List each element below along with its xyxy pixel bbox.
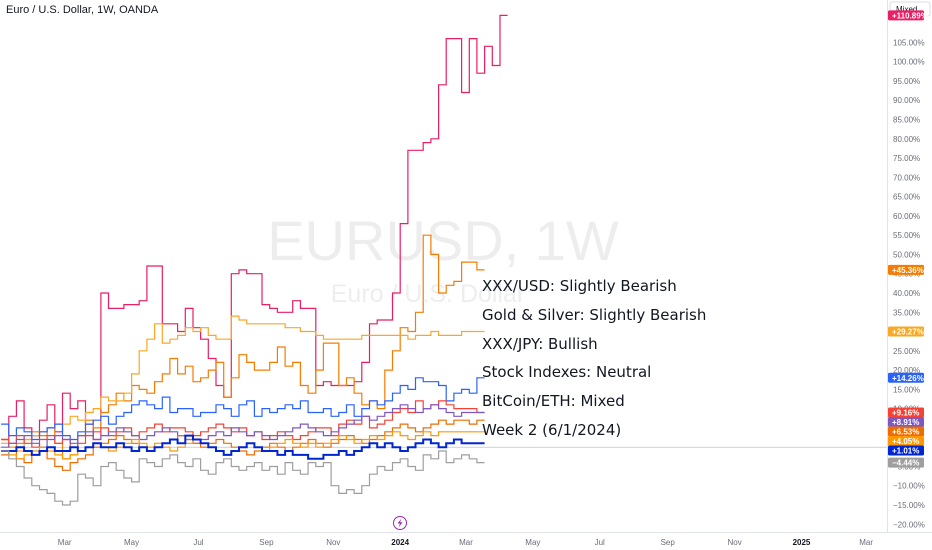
note-bitcoin-eth: BitCoin/ETH: Mixed (482, 392, 625, 410)
last-value-badge: +14.26% (888, 372, 924, 383)
watermark-description: Euro / U.S. Dollar (331, 280, 526, 308)
notes-overlay: XXX/USD: Slightly Bearish Gold & Silver:… (482, 277, 706, 439)
time-axis-tick: Sep (661, 538, 676, 547)
series-line-4 (1, 400, 485, 448)
price-axis-tick: 80.00% (893, 135, 920, 144)
price-axis-tick: 70.00% (893, 173, 920, 182)
last-value-label: +9.16% (892, 408, 919, 417)
price-axis-tick: 35.00% (893, 308, 920, 317)
price-axis-tick: 60.00% (893, 212, 920, 221)
last-value-label: +110.89% (892, 11, 928, 20)
last-value-label: +14.26% (892, 374, 924, 383)
price-axis-tick: 105.00% (893, 38, 925, 47)
note-xxx-jpy: XXX/JPY: Bullish (482, 335, 598, 353)
last-value-badge: −4.44% (888, 457, 924, 468)
last-value-label: +1.01% (892, 446, 919, 455)
time-axis-tick: Nov (727, 538, 741, 547)
series-line-3 (1, 377, 485, 441)
series-line-0 (1, 14, 508, 441)
time-axis-tick: Jul (193, 538, 203, 547)
price-axis-tick: 95.00% (893, 77, 920, 86)
scale-mode-label: Mixed (896, 5, 917, 14)
price-axis-tick: 75.00% (893, 154, 920, 163)
time-axis-tick: Sep (259, 538, 274, 547)
price-axis-tick: 15.00% (893, 385, 920, 394)
time-axis-tick: Mar (859, 538, 873, 547)
price-axis-tick: 65.00% (893, 193, 920, 202)
time-axis-tick: 2024 (391, 538, 409, 547)
price-axis-tick: −15.00% (893, 501, 925, 510)
price-axis-tick: 90.00% (893, 96, 920, 105)
series-line-2 (1, 315, 485, 452)
note-gold-silver: Gold & Silver: Slightly Bearish (482, 306, 706, 324)
time-axis-tick: Mar (58, 538, 72, 547)
series-line-9 (1, 450, 485, 506)
watermark-symbol: EURUSD, 1W (267, 209, 619, 272)
time-axis-tick: Nov (326, 538, 340, 547)
price-axis-tick: −20.00% (893, 520, 925, 529)
last-value-label: +45.36% (892, 266, 924, 275)
last-value-badge: +8.91% (888, 416, 924, 427)
last-value-badges: +110.89% +45.36% +29.27% +14.26% +9.16%+8.91… (888, 10, 928, 468)
price-axis-tick: 25.00% (893, 347, 920, 356)
last-value-badge: +4.05% (888, 435, 924, 446)
last-value-badge: +9.16% (888, 407, 924, 418)
price-axis-tick: 50.00% (893, 250, 920, 259)
last-value-label: +8.91% (892, 418, 919, 427)
series-line-5 (1, 404, 485, 448)
series-line-7 (1, 431, 485, 460)
time-axis-tick: May (525, 538, 540, 547)
time-axis-tick: May (124, 538, 139, 547)
price-axis-tick: 55.00% (893, 231, 920, 240)
price-axis-tick: 85.00% (893, 116, 920, 125)
last-value-badge: +29.27% (888, 326, 924, 337)
last-value-label: −4.44% (892, 459, 919, 468)
time-axis-tick: 2025 (793, 538, 811, 547)
price-axis-tick: 20.00% (893, 366, 920, 375)
time-axis-tick: Mar (459, 538, 473, 547)
last-value-badge: +45.36% (888, 264, 924, 275)
time-axis-tick: Jul (595, 538, 605, 547)
price-axis-tick: 100.00% (893, 58, 925, 67)
last-value-label: +6.53% (892, 427, 919, 436)
note-xxx-usd: XXX/USD: Slightly Bearish (482, 277, 677, 295)
last-value-badge: +1.01% (888, 445, 924, 456)
price-axis[interactable]: 105.00% 100.00% 95.00% 90.00% 85.00% 80.00% 75… (893, 38, 925, 529)
note-stock-indexes: Stock Indexes: Neutral (482, 363, 651, 381)
note-week: Week 2 (6/1/2024) (482, 421, 621, 439)
price-axis-tick: 40.00% (893, 289, 920, 298)
series-line-8 (1, 434, 485, 460)
symbol-title[interactable]: Euro / U.S. Dollar, 1W, OANDA (6, 4, 159, 16)
last-value-badge: +110.89% (888, 10, 928, 21)
last-value-badge: +6.53% (888, 426, 924, 437)
price-axis-tick: −10.00% (893, 482, 925, 491)
time-axis[interactable]: Mar May Jul Sep Nov 2024 Mar May Jul Sep Nov 2025 Ma… (58, 538, 874, 547)
lightning-icon[interactable] (393, 516, 407, 530)
series-layer (1, 14, 508, 506)
last-value-label: +29.27% (892, 328, 924, 337)
last-value-label: +4.05% (892, 437, 919, 446)
